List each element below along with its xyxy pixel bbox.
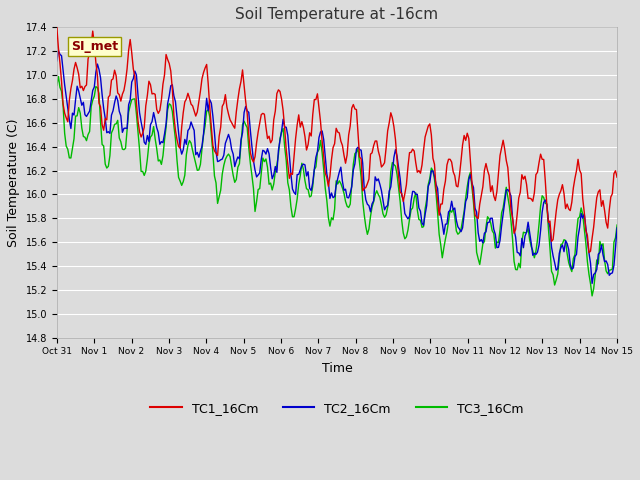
X-axis label: Time: Time (321, 362, 353, 375)
Text: SI_met: SI_met (71, 40, 118, 53)
Y-axis label: Soil Temperature (C): Soil Temperature (C) (7, 118, 20, 247)
Legend: TC1_16Cm, TC2_16Cm, TC3_16Cm: TC1_16Cm, TC2_16Cm, TC3_16Cm (145, 397, 529, 420)
Title: Soil Temperature at -16cm: Soil Temperature at -16cm (236, 7, 438, 22)
